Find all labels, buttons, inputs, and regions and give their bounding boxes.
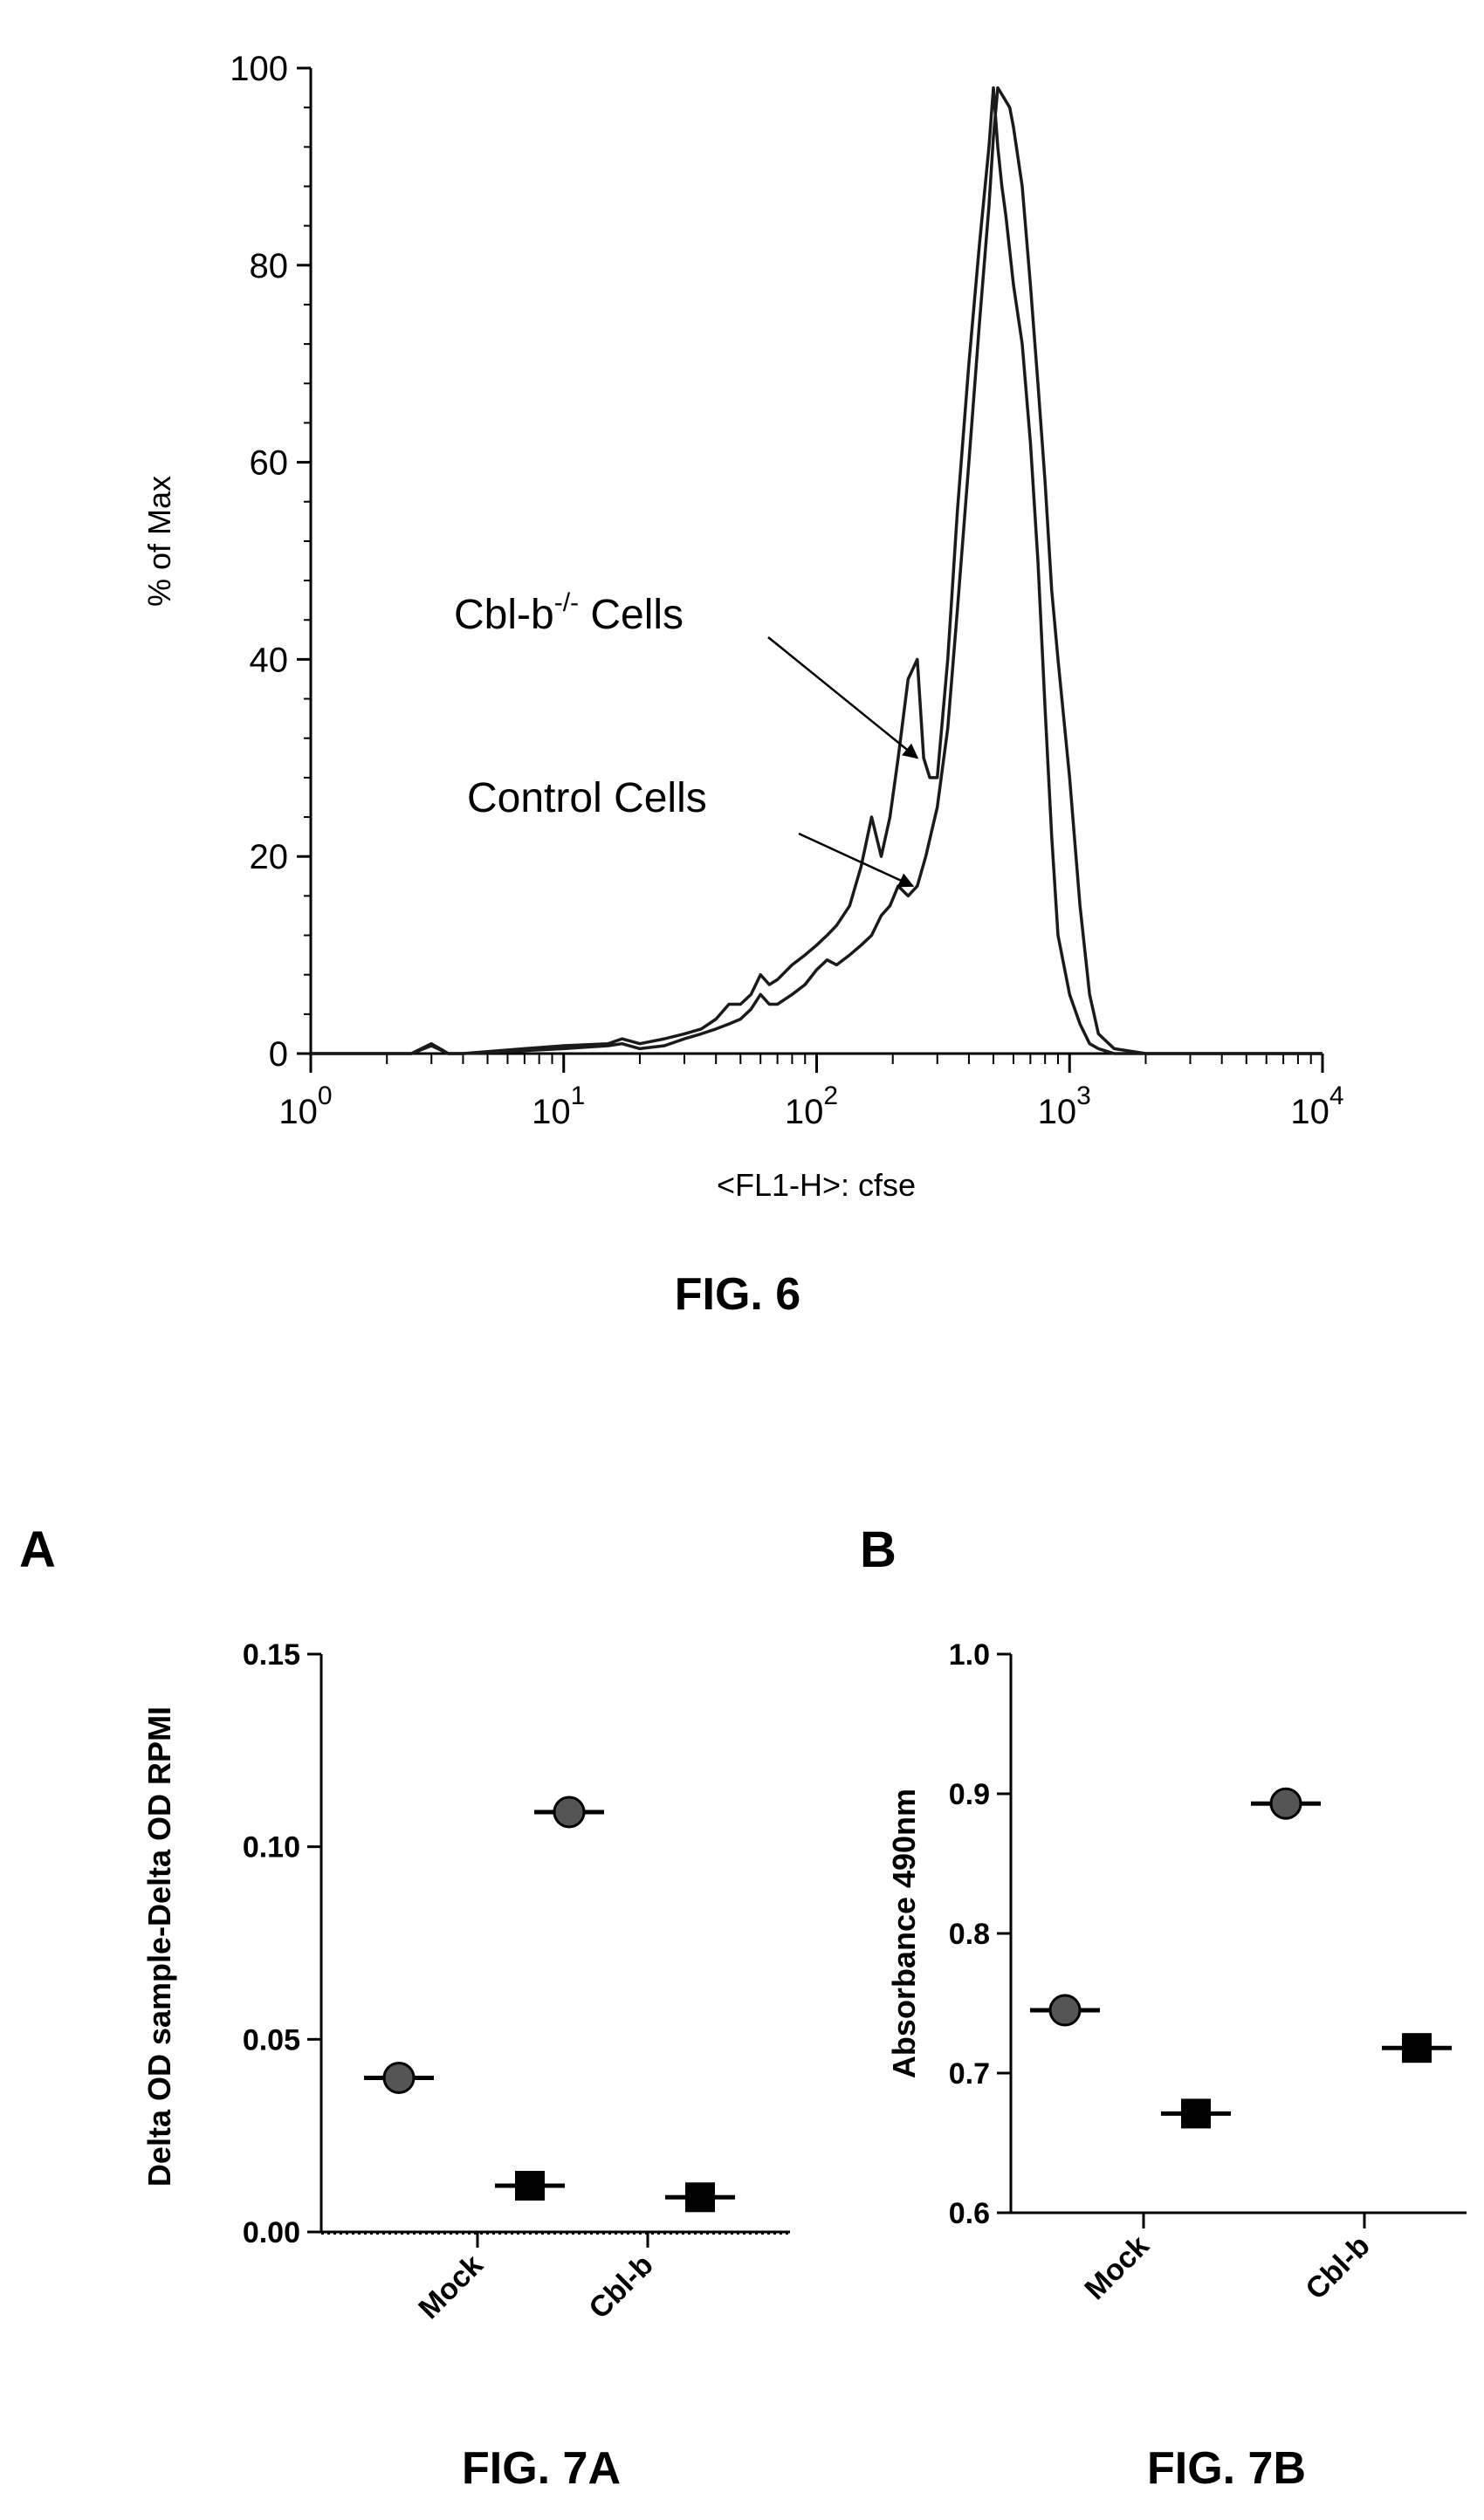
fig7b-x-tick-label: Cbl-b (1299, 2229, 1376, 2306)
fig7a-scatter: A 0.00 0.05 0.10 0.15 Mock Cbl-b Delta OD sa… (19, 1521, 790, 2494)
fig7a-square-point (685, 2182, 715, 2213)
fig6-annotation-control: Control Cells (467, 775, 707, 821)
fig7a-y-axis-label: Delta OD sample-Delta OD RPMI (141, 1706, 177, 2187)
fig6-series-control (311, 86, 1323, 1055)
fig6-x-ticks: 100 101 102 103 104 (278, 1054, 1344, 1131)
fig7b-caption: FIG. 7B (1147, 2443, 1306, 2494)
fig7b-panel-letter: B (860, 1521, 897, 1578)
fig6-y-tick-label: 0 (269, 1035, 288, 1074)
fig7a-y-tick-label: 0.00 (243, 2216, 300, 2249)
fig6-y-tick-label: 40 (250, 641, 289, 679)
fig6-x-tick-label: 102 (785, 1081, 838, 1131)
fig6-arrow-control (798, 832, 915, 888)
fig6-y-tick-label: 20 (250, 838, 289, 876)
fig6-y-tick-label: 100 (230, 50, 288, 88)
fig7a-square-point (515, 2171, 545, 2201)
fig7a-y-tick-label: 0.10 (243, 1831, 300, 1864)
fig7b-x-ticks: Mock Cbl-b (1078, 2213, 1377, 2306)
fig6-annotations: Cbl-b-/- Cells Control Cells (454, 588, 919, 888)
fig6-y-tick-label: 80 (250, 247, 289, 285)
fig6-x-tick-label: 101 (532, 1081, 585, 1131)
fig6-series (311, 86, 1323, 1055)
fig7a-x-tick-label: Mock (412, 2249, 489, 2325)
fig7a-x-tick-label: Cbl-b (582, 2249, 659, 2325)
fig7a-circle-point (382, 2061, 416, 2094)
fig6-caption: FIG. 6 (675, 1269, 800, 1320)
fig7a-x-ticks: Mock Cbl-b (412, 2232, 660, 2325)
fig7b-y-tick-label: 0.8 (949, 1918, 990, 1951)
fig6-y-ticks: 0 20 40 60 80 100 (230, 50, 311, 1074)
fig7b-y-tick-label: 0.9 (949, 1778, 990, 1811)
fig6-y-tick-label: 60 (250, 444, 289, 483)
fig6-y-axis-title: % of Max (141, 476, 177, 607)
fig7b-y-tick-label: 1.0 (949, 1638, 990, 1672)
fig6-x-tick-label: 103 (1038, 1081, 1091, 1131)
fig7b-y-tick-label: 0.6 (949, 2197, 990, 2230)
fig7b-points (1030, 1787, 1452, 2129)
fig7b-circle-point (1269, 1787, 1302, 1820)
fig7b-x-tick-label: Mock (1078, 2229, 1155, 2306)
fig7a-circle-point (553, 1796, 586, 1829)
fig6-arrow-cblb (767, 636, 919, 759)
fig7a-y-tick-label: 0.15 (243, 1638, 300, 1672)
fig6-series-cblb (311, 86, 1323, 1055)
fig7b-square-point (1181, 2098, 1211, 2129)
fig7a-y-tick-label: 0.05 (243, 2023, 300, 2057)
fig7b-y-tick-label: 0.7 (949, 2057, 990, 2091)
fig7a-points (364, 1796, 735, 2213)
fig6-x-tick-label: 100 (278, 1081, 332, 1131)
fig6-x-tick-label: 104 (1290, 1081, 1343, 1131)
fig7a-panel-letter: A (19, 1521, 56, 1578)
fig7a-y-ticks: 0.00 0.05 0.10 0.15 (243, 1638, 321, 2249)
fig6-histogram: 0 20 40 60 80 100 100 101 102 103 104 Cbl-b-/- Ce… (141, 50, 1344, 1320)
fig7b-scatter: B 0.6 0.7 0.8 0.9 1.0 Mock Cbl-b Absorbance 4… (860, 1521, 1467, 2494)
fig7b-y-ticks: 0.6 0.7 0.8 0.9 1.0 (949, 1638, 1011, 2230)
fig7b-square-point (1402, 2033, 1432, 2063)
fig7b-y-axis-label: Absorbance 490nm (886, 1789, 922, 2078)
fig7a-caption: FIG. 7A (462, 2443, 621, 2494)
fig6-annotation-cblb: Cbl-b-/- Cells (454, 588, 684, 638)
fig6-x-axis-title: <FL1-H>: cfse (717, 1167, 916, 1203)
fig7b-circle-point (1048, 1994, 1082, 2027)
